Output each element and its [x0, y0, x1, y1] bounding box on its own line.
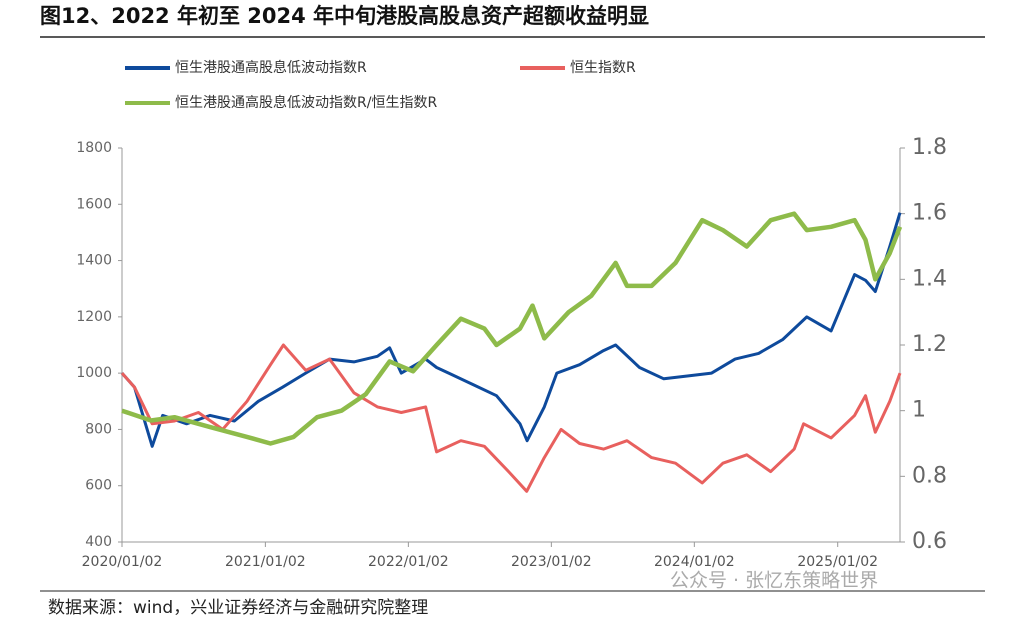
x-tick-label: 2025/01/02	[797, 554, 878, 570]
x-tick-label: 2021/01/02	[225, 554, 306, 570]
y-tick-label: 1200	[76, 309, 112, 325]
legend-label: 恒生指数R	[570, 60, 636, 76]
legend-label: 恒生港股通高股息低波动指数R	[175, 59, 367, 76]
y-tick-label: 800	[85, 421, 112, 437]
y-tick-label: 1600	[76, 196, 112, 212]
x-tick-label: 2020/01/02	[82, 554, 163, 570]
series-line	[120, 343, 902, 493]
series-line	[120, 212, 902, 448]
y2-tick-label: 1.6	[912, 201, 947, 226]
y-tick-label: 1000	[76, 365, 112, 381]
chart-title: 图12、2022 年初至 2024 年中旬港股高股息资产超额收益明显	[40, 4, 649, 28]
source: 数据来源：wind，兴业证券经济与金融研究院整理	[48, 598, 428, 618]
y2-tick-label: 1	[912, 398, 926, 423]
series-line	[121, 211, 903, 446]
y2-tick-label: 1.4	[912, 266, 947, 291]
y2-tick-label: 1.8	[912, 135, 947, 160]
y-tick-label: 1400	[76, 253, 112, 269]
y-tick-label: 400	[85, 534, 112, 550]
y2-tick-label: 0.6	[912, 529, 947, 554]
y-tick-label: 600	[85, 478, 112, 494]
legend-label: 恒生港股通高股息低波动指数R/恒生指数R	[175, 94, 437, 111]
y2-tick-label: 0.8	[912, 463, 947, 488]
x-tick-label: 2022/01/02	[368, 554, 449, 570]
x-tick-label: 2023/01/02	[511, 554, 592, 570]
y-tick-label: 1800	[76, 140, 112, 156]
watermark: 公众号 · 张忆东策略世界	[670, 570, 878, 592]
y2-tick-label: 1.2	[912, 332, 947, 357]
x-tick-label: 2024/01/02	[654, 554, 735, 570]
